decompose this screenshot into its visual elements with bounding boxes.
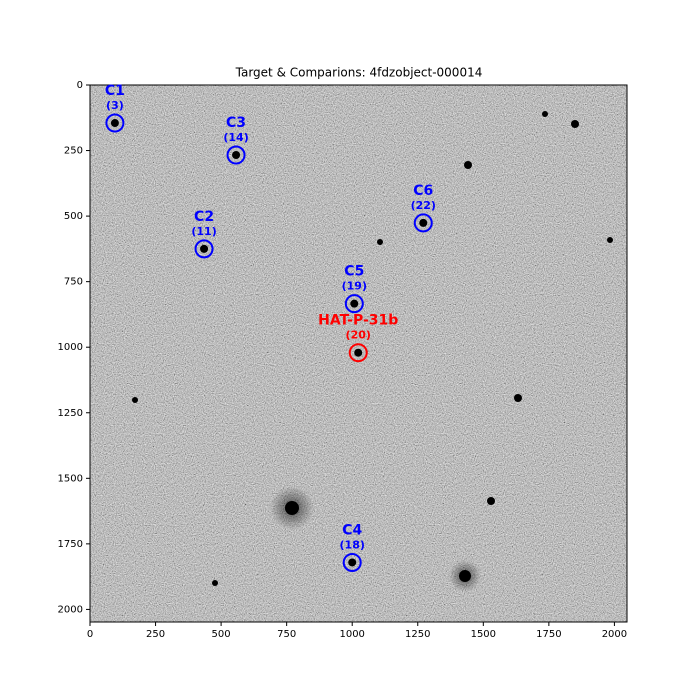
target-name: C1 xyxy=(105,83,125,99)
star xyxy=(350,299,359,308)
x-tick-label: 1500 xyxy=(471,629,496,640)
target-id: (22) xyxy=(411,199,436,212)
y-tick-label: 750 xyxy=(64,277,83,288)
x-tick-label: 1000 xyxy=(339,629,364,640)
target-marker xyxy=(413,213,433,233)
axes-frame xyxy=(89,84,628,623)
y-tick-label: 1750 xyxy=(58,539,83,550)
target-name: C2 xyxy=(194,209,214,225)
star xyxy=(542,111,548,117)
star xyxy=(285,501,299,515)
target-marker xyxy=(344,294,364,314)
target-marker xyxy=(226,145,246,165)
star xyxy=(459,570,471,582)
target-id: (19) xyxy=(342,280,367,293)
star xyxy=(132,397,138,403)
y-tick-label: 0 xyxy=(77,80,83,91)
star xyxy=(571,120,579,128)
target-id: (14) xyxy=(223,131,248,144)
y-tick-label: 250 xyxy=(64,146,83,157)
star xyxy=(212,580,218,586)
star xyxy=(377,239,383,245)
x-tick-label: 500 xyxy=(212,629,231,640)
target-name: C6 xyxy=(413,183,433,199)
y-tick-label: 500 xyxy=(64,211,83,222)
star xyxy=(232,151,241,160)
y-tick-label: 2000 xyxy=(58,604,83,615)
target-marker xyxy=(194,239,214,259)
x-tick-label: 250 xyxy=(146,629,165,640)
x-tick-label: 1750 xyxy=(536,629,561,640)
y-tick-label: 1250 xyxy=(58,408,83,419)
target-name: HAT-P-31b xyxy=(318,313,398,329)
x-tick-label: 750 xyxy=(277,629,296,640)
target-id: (20) xyxy=(346,329,371,342)
target-marker xyxy=(348,343,368,363)
star xyxy=(607,237,613,243)
star xyxy=(200,244,209,253)
x-tick-label: 1250 xyxy=(405,629,430,640)
star xyxy=(348,558,357,567)
target-marker xyxy=(342,552,362,572)
y-tick-label: 1500 xyxy=(58,473,83,484)
target-name: C3 xyxy=(226,115,246,131)
star xyxy=(514,394,522,402)
star xyxy=(419,218,428,227)
star xyxy=(110,119,119,128)
target-name: C5 xyxy=(344,264,364,280)
target-id: (18) xyxy=(340,538,365,551)
target-marker xyxy=(105,113,125,133)
star xyxy=(487,497,495,505)
target-name: C4 xyxy=(342,522,362,538)
target-id: (11) xyxy=(191,225,216,238)
x-tick-label: 2000 xyxy=(602,629,627,640)
chart-title: Target & Comparions: 4fdzobject-000014 xyxy=(235,66,483,80)
star xyxy=(354,348,363,357)
star xyxy=(464,161,472,169)
x-tick-label: 0 xyxy=(87,629,93,640)
y-tick-label: 1000 xyxy=(58,342,83,353)
target-id: (3) xyxy=(106,99,124,112)
